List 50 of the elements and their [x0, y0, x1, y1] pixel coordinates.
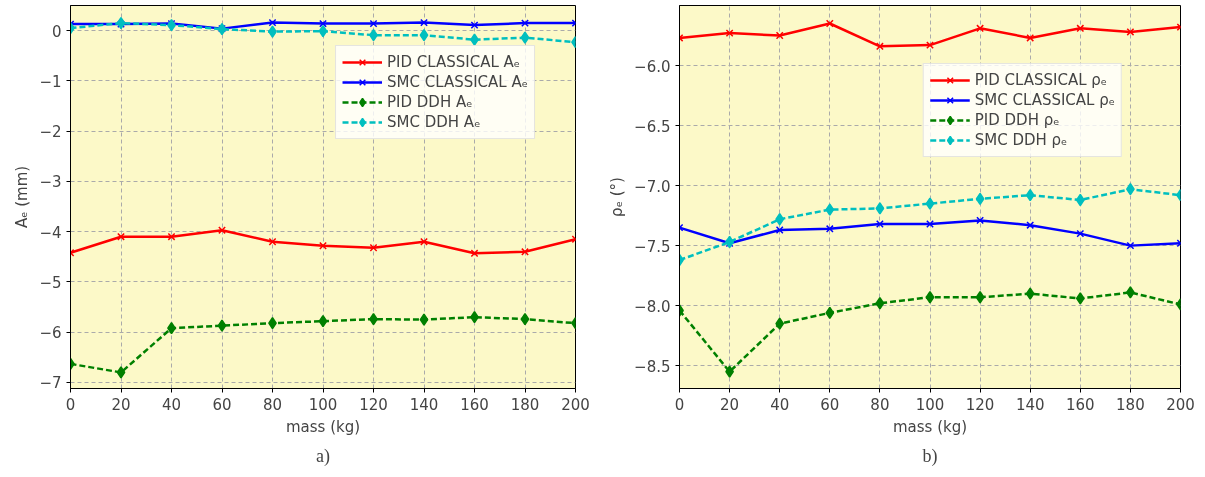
text: a)	[316, 445, 330, 467]
x-tick-label: 0	[674, 395, 685, 414]
legend-label: SMC CLASSICAL ρₑ	[974, 91, 1115, 109]
y-tick-label: −2	[39, 123, 62, 142]
y-tick-label: −8.0	[634, 297, 671, 316]
legend-label: PID CLASSICAL ρₑ	[974, 71, 1108, 89]
y-tick-label: −7.5	[634, 237, 671, 256]
legend-label: PID CLASSICAL Aₑ	[387, 53, 521, 71]
x-axis-title: mass (kg)	[892, 417, 968, 436]
x-tick-label: 180	[1116, 395, 1145, 414]
x-tick-label: 60	[820, 395, 840, 414]
x-tick-label: 140	[409, 395, 439, 414]
x-tick-label: 120	[965, 395, 995, 414]
x-tick-label: 20	[111, 395, 131, 414]
y-tick-label: −6.0	[634, 57, 671, 76]
legend-label: PID DDH Aₑ	[387, 93, 473, 111]
x-tick-label: 60	[212, 395, 232, 414]
x-tick-label: 180	[510, 395, 540, 414]
y-tick-label: −7.0	[634, 177, 671, 196]
y-tick-label: −6	[39, 324, 62, 343]
x-tick-label: 80	[870, 395, 890, 414]
x-tick-label: 140	[1015, 395, 1045, 414]
legend-label: SMC CLASSICAL Aₑ	[387, 73, 528, 91]
x-tick-label: 200	[561, 395, 590, 414]
y-tick-label: 0	[51, 22, 62, 41]
x-tick-label: 200	[1166, 395, 1195, 414]
legend-label: PID DDH ρₑ	[974, 111, 1060, 129]
x-tick-label: 80	[262, 395, 283, 414]
x-tick-label: 40	[161, 395, 182, 414]
y-tick-label: −4	[39, 223, 62, 242]
legend-label: SMC DDH Aₑ	[387, 113, 481, 131]
y-tick-label: −6.5	[634, 117, 671, 136]
x-tick-label: 0	[65, 395, 76, 414]
y-tick-label: −7	[39, 374, 62, 393]
y-tick-label: −3	[39, 173, 62, 192]
x-tick-label: 20	[720, 395, 740, 414]
x-tick-label: 100	[915, 395, 945, 414]
x-tick-label: 40	[770, 395, 790, 414]
x-tick-label: 160	[1065, 395, 1095, 414]
x-tick-label: 100	[308, 395, 338, 414]
x-tick-label: 120	[359, 395, 388, 414]
x-tick-label: 160	[460, 395, 489, 414]
text: b)	[922, 445, 938, 467]
legend-label: SMC DDH ρₑ	[974, 131, 1068, 149]
y-tick-label: −1	[39, 72, 62, 91]
y-tick-label: −5	[39, 273, 62, 292]
x-axis-title: mass (kg)	[285, 417, 361, 436]
y-axis-title: Aₑ (mm)	[13, 165, 32, 229]
y-axis-title: ρₑ (°)	[608, 177, 627, 217]
y-tick-label: −8.5	[634, 357, 671, 376]
